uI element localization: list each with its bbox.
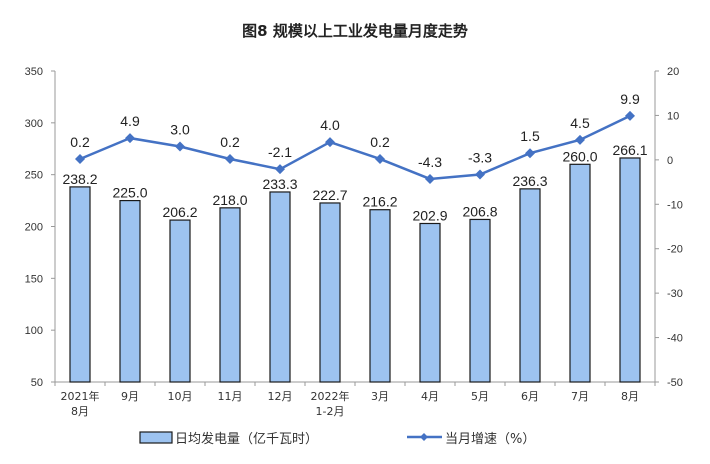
x-tick-label: 2021年 — [61, 389, 100, 403]
bar-value-label: 260.0 — [562, 148, 597, 164]
right-tick-label: -30 — [667, 288, 683, 300]
line-point — [75, 153, 85, 164]
x-tick-label: 9月 — [121, 390, 139, 403]
legend-bar-swatch — [139, 431, 173, 444]
bar-value-label: 266.1 — [612, 142, 647, 158]
bar-value-label: 206.8 — [462, 203, 497, 219]
x-tick-label: 6月 — [521, 390, 539, 403]
x-tick-label: 4月 — [421, 390, 439, 403]
right-tick-label: -40 — [667, 333, 683, 345]
line-value-label: 4.5 — [570, 115, 590, 131]
line-point — [375, 153, 385, 164]
line-point — [175, 141, 185, 152]
bar-value-label: 216.2 — [362, 194, 397, 210]
bar — [569, 163, 591, 383]
left-tick-label: 300 — [25, 118, 43, 130]
line-value-label: 9.9 — [620, 91, 640, 107]
left-tick-label: 200 — [25, 222, 43, 234]
x-tick-label: 1-2月 — [316, 405, 345, 418]
line-point — [425, 173, 435, 184]
bar-value-label: 225.0 — [112, 185, 147, 201]
line-value-label: -3.3 — [468, 150, 492, 166]
right-tick-label: -20 — [667, 244, 683, 256]
right-tick-label: 20 — [667, 66, 679, 78]
bar — [419, 222, 441, 383]
line-value-label: 4.9 — [120, 113, 140, 129]
bar — [369, 209, 391, 383]
line-point — [275, 164, 285, 175]
line-value-label: 4.0 — [320, 117, 340, 133]
line-point — [125, 133, 135, 144]
x-tick-label: 8月 — [71, 405, 89, 418]
line-point — [625, 110, 635, 121]
growth-line — [79, 114, 631, 181]
left-tick-label: 150 — [25, 273, 43, 285]
legend-line-label: 当月增速（%） — [445, 432, 535, 447]
bar-value-label: 202.9 — [412, 207, 447, 223]
line-point — [225, 153, 235, 164]
bar — [519, 188, 541, 383]
bar-value-label: 236.3 — [512, 173, 547, 189]
bar — [169, 219, 191, 383]
line-point — [525, 148, 535, 159]
right-tick-label: 10 — [667, 110, 679, 122]
right-tick-label: 0 — [667, 155, 673, 167]
bar-value-label: 206.2 — [162, 204, 197, 220]
bar — [69, 186, 91, 383]
x-tick-label: 11月 — [218, 390, 243, 403]
x-tick-label: 7月 — [571, 390, 589, 403]
bar — [119, 199, 141, 383]
legend-bar-label: 日均发电量（亿千瓦时） — [175, 431, 318, 447]
bar-value-label: 218.0 — [212, 192, 247, 208]
x-tick-label: 3月 — [371, 390, 389, 403]
line-value-label: 0.2 — [220, 134, 240, 150]
bar — [319, 202, 341, 383]
legend-line-marker — [420, 433, 428, 441]
chart-title: 图8 规模以上工业发电量月度走势 — [242, 22, 468, 40]
x-tick-label: 12月 — [268, 390, 293, 403]
bar-value-label: 233.3 — [262, 176, 297, 192]
line-point — [575, 134, 585, 145]
line-point — [475, 169, 485, 180]
line-value-label: -4.3 — [418, 154, 442, 170]
x-tick-label: 5月 — [471, 390, 489, 403]
left-tick-label: 250 — [25, 170, 43, 182]
bar — [269, 191, 291, 383]
line-value-label: 1.5 — [520, 128, 540, 144]
bar — [619, 157, 641, 383]
bar — [219, 207, 241, 383]
line-value-label: 0.2 — [70, 134, 90, 150]
line-value-label: 3.0 — [170, 122, 190, 138]
left-tick-label: 100 — [25, 325, 43, 337]
bar-value-label: 222.7 — [312, 187, 347, 203]
line-value-label: -2.1 — [268, 144, 292, 160]
bar-value-label: 238.2 — [62, 171, 97, 187]
x-tick-label: 2022年 — [311, 389, 350, 403]
right-tick-label: -10 — [667, 199, 683, 211]
line-point — [325, 137, 335, 148]
line-value-label: 0.2 — [370, 134, 390, 150]
left-tick-label: 350 — [25, 66, 43, 78]
x-tick-label: 10月 — [168, 390, 193, 403]
x-tick-label: 8月 — [621, 390, 639, 403]
left-tick-label: 50 — [31, 377, 43, 389]
bar — [469, 218, 491, 383]
right-tick-label: -50 — [667, 377, 683, 389]
